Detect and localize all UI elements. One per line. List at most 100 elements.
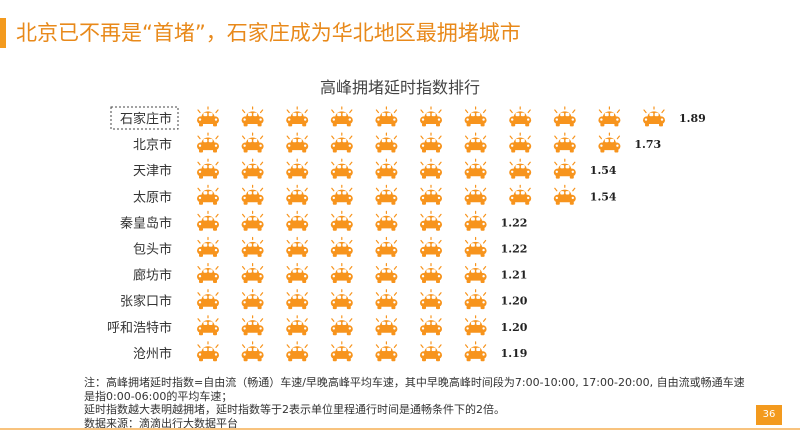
car-icon xyxy=(553,106,576,127)
car-icon xyxy=(330,106,353,127)
category-label: 北京市 xyxy=(133,137,172,153)
car-icon xyxy=(241,210,264,231)
car-icon xyxy=(509,132,532,153)
car-icon xyxy=(509,106,532,127)
car-icon xyxy=(375,289,398,310)
car-icon xyxy=(286,236,309,257)
note-line: 是指0:00-06:00的平均车速； xyxy=(84,389,233,403)
car-icon xyxy=(330,315,353,336)
car-icon xyxy=(286,289,309,310)
car-icon xyxy=(553,184,576,205)
category-label: 石家庄市 xyxy=(120,111,172,127)
chart-title: 高峰拥堵延时指数排行 xyxy=(319,78,480,97)
car-icon xyxy=(330,184,353,205)
car-icon xyxy=(241,315,264,336)
value-label: 1.89 xyxy=(679,112,706,125)
car-icon xyxy=(553,132,576,153)
car-icon xyxy=(420,315,442,336)
car-icon xyxy=(241,184,264,205)
car-icon xyxy=(375,263,398,283)
car-icon xyxy=(197,210,219,231)
page-number: 36 xyxy=(756,405,782,425)
car-icon xyxy=(286,184,309,205)
car-icon xyxy=(375,132,398,153)
car-icon xyxy=(598,132,621,153)
value-label: 1.73 xyxy=(634,138,661,151)
car-icon xyxy=(241,236,264,257)
car-icon xyxy=(509,158,532,179)
value-label: 1.20 xyxy=(501,295,528,308)
car-icon xyxy=(330,236,353,257)
car-icon xyxy=(330,158,353,179)
car-icon xyxy=(330,263,353,283)
car-icon xyxy=(197,106,219,127)
car-icon xyxy=(420,106,442,127)
footnotes: 注：高峰拥堵延时指数=自由流（畅通）车速/早晚高峰平均车速，其中早晚高峰时间段为… xyxy=(84,376,774,430)
category-label: 秦皇岛市 xyxy=(120,215,172,231)
car-icon xyxy=(420,184,442,205)
value-label: 1.22 xyxy=(501,216,528,229)
car-icon xyxy=(197,236,219,257)
title-accent-bar xyxy=(0,18,6,48)
car-icon xyxy=(286,263,309,283)
car-icon xyxy=(330,210,353,231)
car-icon xyxy=(241,341,264,362)
bottom-divider xyxy=(0,428,800,430)
page-title: 北京已不再是“首堵”，石家庄成为华北地区最拥堵城市 xyxy=(16,21,521,45)
car-icon xyxy=(330,341,353,362)
note-line: 注：高峰拥堵延时指数=自由流（畅通）车速/早晚高峰平均车速，其中早晚高峰时间段为… xyxy=(84,376,745,389)
car-icon xyxy=(375,158,398,179)
car-icon xyxy=(241,132,264,153)
car-icon xyxy=(420,289,442,310)
car-icon xyxy=(553,158,576,179)
car-icon xyxy=(286,132,309,153)
note-line: 延时指数越大表明越拥堵，延时指数等于2表示单位里程通行时间是通畅条件下的2倍。 xyxy=(84,403,505,416)
car-icon xyxy=(197,263,219,283)
car-icon xyxy=(420,341,442,362)
note-line: 数据来源：滴滴出行大数据平台 xyxy=(84,416,238,430)
car-icon xyxy=(197,341,219,362)
car-icon xyxy=(286,158,309,179)
car-icon xyxy=(241,263,264,283)
car-icon xyxy=(464,106,487,127)
category-label: 廊坊市 xyxy=(133,268,172,284)
car-icon xyxy=(375,315,398,336)
category-label: 沧州市 xyxy=(133,346,172,362)
car-icon xyxy=(464,158,487,179)
car-icon xyxy=(375,236,398,257)
car-icon xyxy=(241,289,264,310)
car-icon xyxy=(420,236,442,257)
car-icon xyxy=(197,184,219,205)
car-icon xyxy=(464,263,487,283)
highlight-box xyxy=(110,106,179,130)
car-icon xyxy=(643,106,665,127)
car-icon xyxy=(197,315,219,336)
car-icon xyxy=(197,289,219,310)
car-icon xyxy=(375,106,398,127)
value-label: 1.19 xyxy=(501,347,528,360)
car-icon xyxy=(509,184,532,205)
car-icon xyxy=(464,315,487,336)
car-icon xyxy=(197,158,219,179)
car-icon xyxy=(286,210,309,231)
car-icon xyxy=(330,132,353,153)
value-label: 1.54 xyxy=(590,164,617,177)
car-icon xyxy=(286,106,309,127)
car-icon xyxy=(464,236,487,257)
pictograph-chart: 石家庄市 1.89 北京市 1.73 天津市 1.54 太原市 1.54 秦皇岛市 1.22 包头市… xyxy=(107,106,706,362)
category-label: 呼和浩特市 xyxy=(107,320,172,336)
car-icon xyxy=(420,263,442,283)
category-label: 天津市 xyxy=(133,163,172,179)
category-label: 包头市 xyxy=(133,242,172,258)
car-icon xyxy=(420,132,442,153)
car-icon xyxy=(464,289,487,310)
car-icon xyxy=(286,341,309,362)
car-icon xyxy=(375,184,398,205)
car-icon xyxy=(375,210,398,231)
car-icon xyxy=(464,210,487,231)
car-icon xyxy=(375,341,398,362)
car-icon xyxy=(420,210,442,231)
car-icon xyxy=(464,132,487,153)
car-icon xyxy=(197,132,219,153)
car-icon xyxy=(241,158,264,179)
